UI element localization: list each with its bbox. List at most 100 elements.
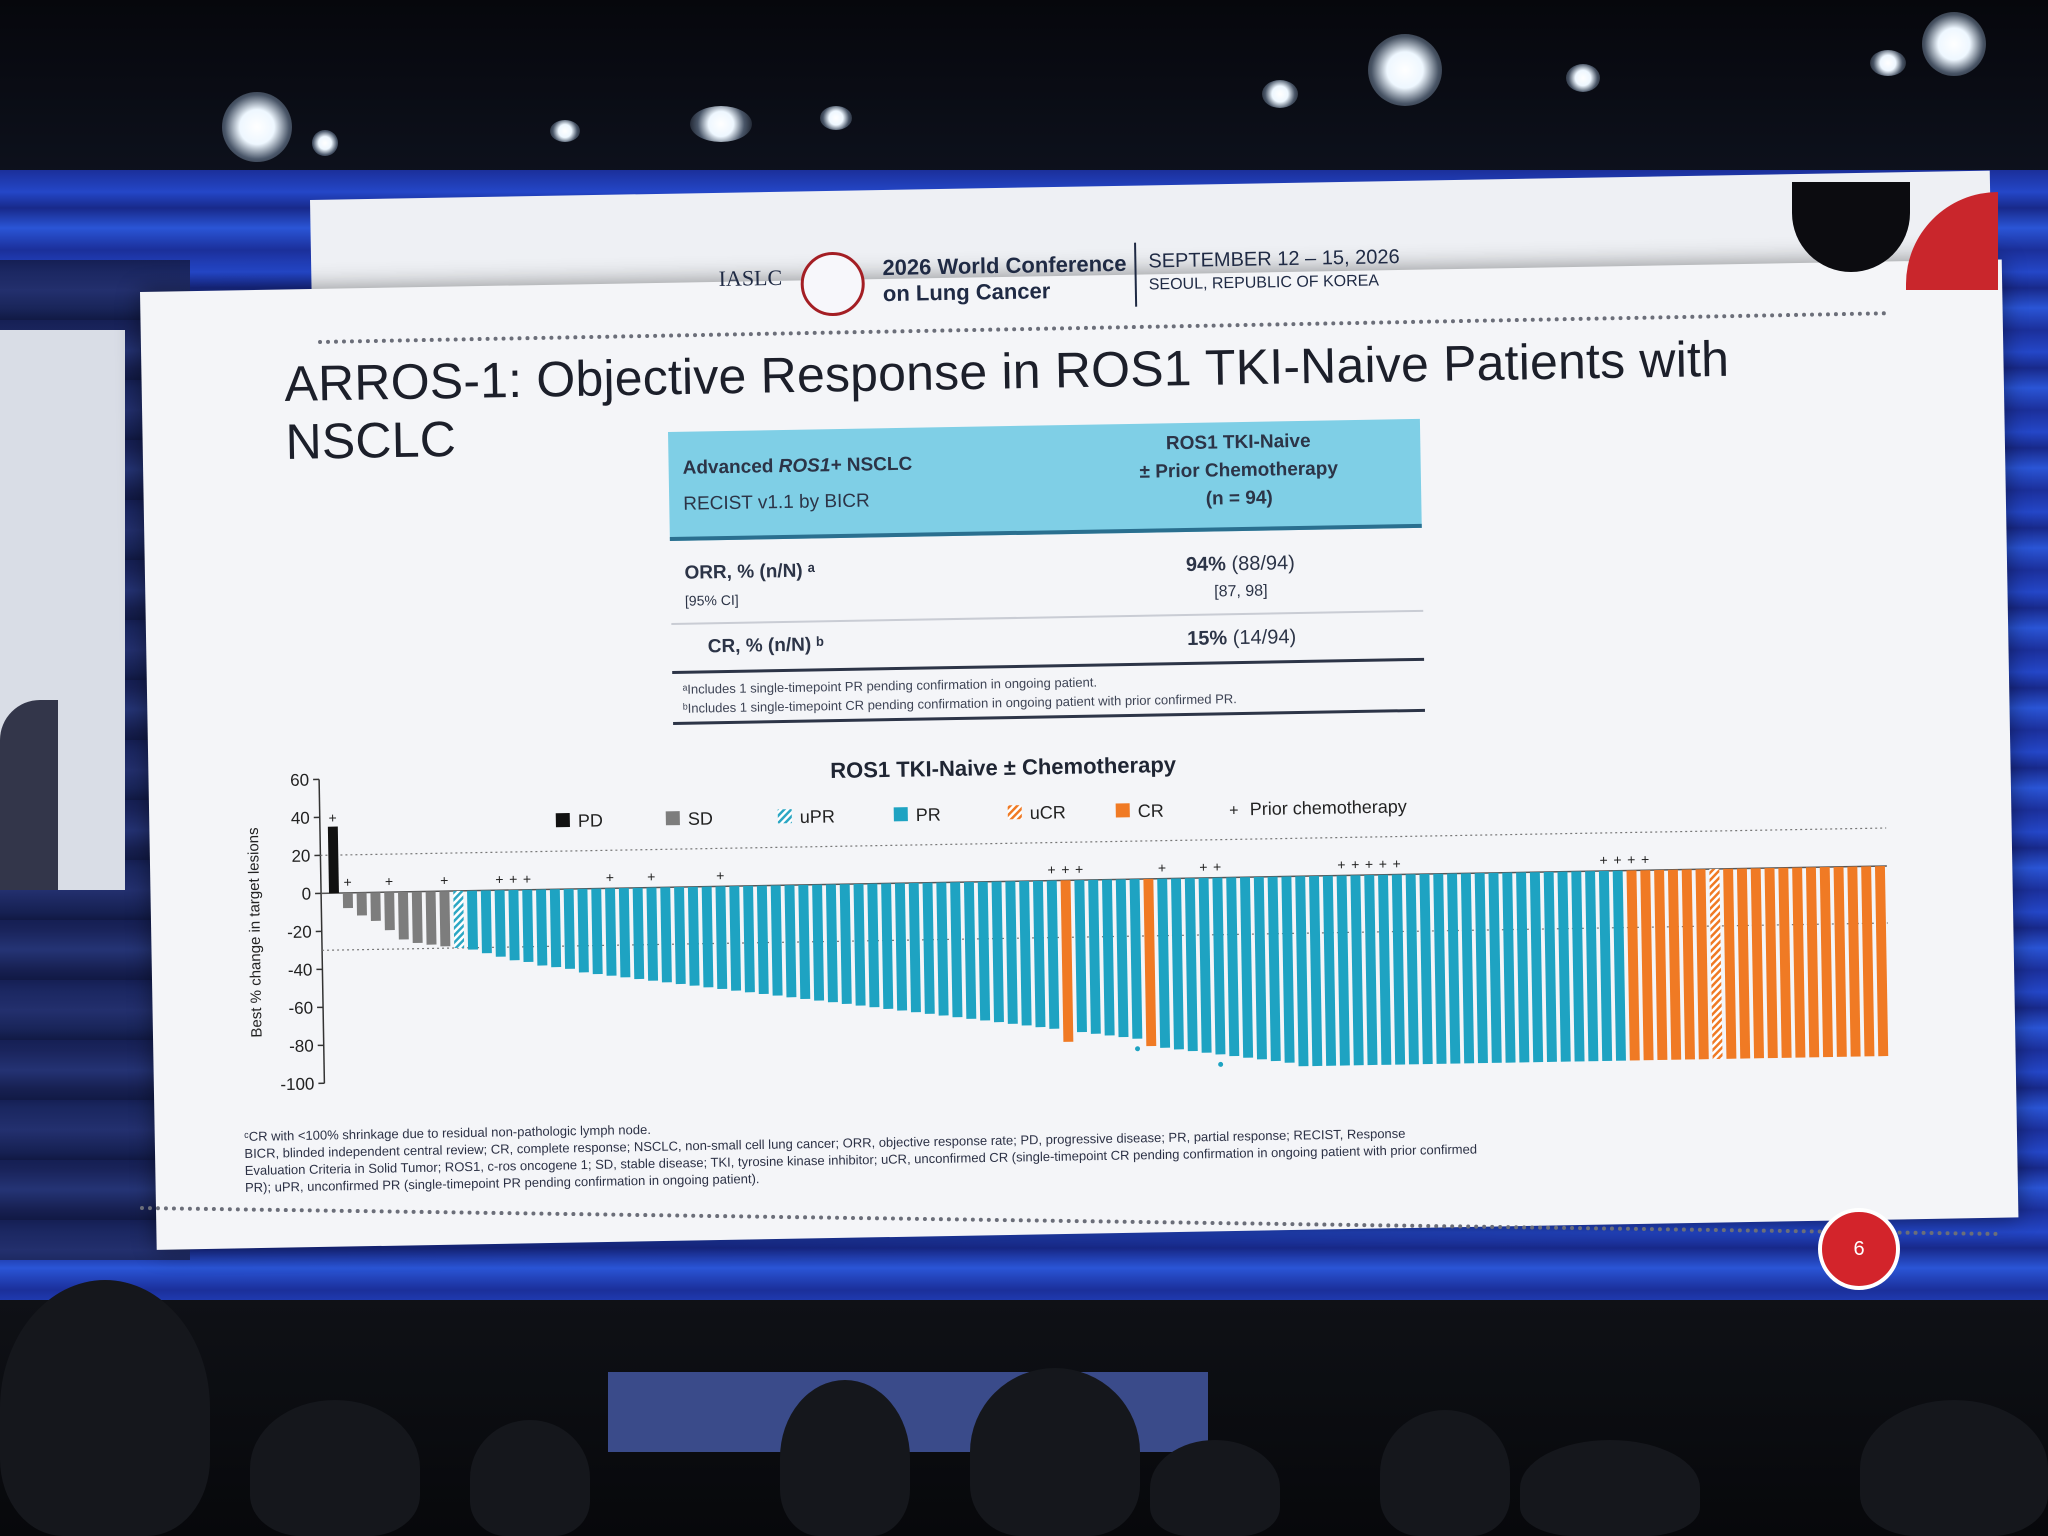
bar-cr bbox=[1695, 869, 1709, 1060]
cr-label: CR, % (n/N) ᵇ bbox=[707, 634, 825, 658]
bar-pr bbox=[1019, 880, 1032, 1026]
bar-pr bbox=[853, 883, 866, 1006]
bar-pr bbox=[881, 883, 894, 1009]
bar-pr bbox=[936, 882, 949, 1016]
bar-cr bbox=[1819, 867, 1834, 1058]
bar-pr bbox=[1281, 876, 1295, 1063]
bar-sd bbox=[370, 892, 381, 921]
y-tick-label: 40 bbox=[291, 809, 310, 828]
y-tick-label: 20 bbox=[291, 847, 310, 866]
bar-pr bbox=[1115, 879, 1129, 1038]
prior-chemo-marker: + bbox=[606, 869, 614, 885]
bar-pr bbox=[812, 884, 825, 1001]
bar-pr bbox=[1419, 873, 1433, 1065]
cr-percent: 15% bbox=[1187, 627, 1228, 650]
bar-pr bbox=[1447, 873, 1461, 1064]
stage-light bbox=[820, 106, 852, 130]
y-tick-label: -100 bbox=[280, 1074, 314, 1094]
legend-label: SD bbox=[688, 808, 713, 828]
bar-sd bbox=[425, 891, 437, 945]
bar-sd bbox=[398, 891, 409, 940]
table-header-left: Advanced ROS1+ NSCLC bbox=[682, 454, 912, 480]
prior-chemo-marker: + bbox=[1392, 855, 1400, 871]
stage-light bbox=[1262, 80, 1298, 108]
bar-pr bbox=[1198, 877, 1212, 1053]
bar-pr bbox=[894, 883, 908, 1011]
orr-count: (88/94) bbox=[1225, 552, 1296, 576]
prior-chemo-marker: + bbox=[1158, 860, 1166, 876]
waterfall-chart: 60 40 20 0 -20 -40 -60 -80 -100 Best % change in … bbox=[245, 771, 1889, 1094]
bar-pr bbox=[1253, 876, 1267, 1060]
bar-pr bbox=[1336, 875, 1350, 1066]
bar-pr bbox=[1005, 881, 1018, 1024]
bar-pr bbox=[1433, 873, 1447, 1064]
bar-cr bbox=[1792, 867, 1806, 1058]
bar-pr bbox=[1391, 874, 1406, 1065]
bar-pr bbox=[1612, 870, 1626, 1061]
prior-chemo-marker: + bbox=[509, 871, 517, 887]
legend-swatch bbox=[893, 807, 908, 822]
legend-label: uCR bbox=[1030, 802, 1066, 823]
bar-cr bbox=[1143, 878, 1157, 1047]
prior-chemo-marker: + bbox=[385, 873, 393, 889]
y-axis: 60 40 20 0 -20 -40 -60 -80 -100 Best % change in … bbox=[245, 771, 1887, 1094]
bar-cr bbox=[1626, 870, 1640, 1061]
bar-pr bbox=[591, 888, 603, 975]
bar-pr bbox=[632, 887, 645, 980]
orr-label: ORR, % (n/N) ᵃ bbox=[684, 560, 816, 584]
bar-pr bbox=[1212, 877, 1226, 1055]
legend-label: Prior chemotherapy bbox=[1250, 796, 1407, 819]
prior-chemo-marker: + bbox=[1061, 861, 1069, 877]
prior-chemo-marker: + bbox=[343, 874, 351, 890]
y-tick-label: -60 bbox=[288, 998, 313, 1017]
audience-head bbox=[1380, 1410, 1510, 1536]
conference-header: IASLC 2026 World Conference on Lung Canc… bbox=[716, 232, 1417, 324]
bar-pr bbox=[1474, 873, 1488, 1064]
bar-pr bbox=[1157, 878, 1171, 1048]
bar-pr bbox=[1295, 876, 1309, 1067]
bar-pr bbox=[674, 887, 686, 985]
bar-pr bbox=[646, 887, 659, 981]
results-table: Advanced ROS1+ NSCLC RECIST v1.1 by BICR… bbox=[668, 418, 1425, 725]
bar-pr bbox=[839, 884, 852, 1004]
legend-swatch bbox=[777, 809, 792, 824]
audience-head bbox=[0, 1280, 210, 1536]
bar-pr bbox=[1405, 874, 1419, 1065]
chart-legend: PD SD uPR PR uCR CR + Prior chemotherapy bbox=[555, 796, 1407, 831]
bar-pr bbox=[1378, 874, 1392, 1065]
prior-chemo-marker: + bbox=[716, 867, 724, 883]
stage-light bbox=[1922, 12, 1986, 76]
table-header-left-sub: RECIST v1.1 by BICR bbox=[683, 490, 870, 515]
bar-pr bbox=[618, 887, 631, 978]
bar-pr bbox=[660, 887, 672, 983]
stage-light bbox=[1566, 64, 1600, 92]
bar-pr bbox=[536, 889, 548, 966]
bar-pr bbox=[494, 890, 506, 957]
stage-light bbox=[690, 106, 752, 142]
header-label-part: NSCLC bbox=[841, 453, 913, 476]
bar-cr bbox=[1847, 866, 1861, 1057]
bar-pr bbox=[563, 888, 575, 969]
conference-dates: SEPTEMBER 12 – 15, 2026 bbox=[1148, 246, 1400, 273]
bar-upr bbox=[453, 890, 465, 949]
bar-pr bbox=[1460, 873, 1475, 1064]
bar-pr bbox=[1226, 877, 1240, 1057]
legend-label: uPR bbox=[800, 806, 835, 827]
bar-pr bbox=[1543, 871, 1557, 1062]
bar-cr bbox=[1681, 869, 1695, 1060]
bar-pr bbox=[756, 885, 769, 995]
audience-head bbox=[470, 1420, 590, 1536]
bar-pr bbox=[867, 883, 880, 1008]
bar-ucr bbox=[1709, 868, 1723, 1060]
bar-pr bbox=[1032, 880, 1046, 1028]
table-header: Advanced ROS1+ NSCLC RECIST v1.1 by BICR… bbox=[668, 418, 1422, 541]
reference-line bbox=[320, 827, 1887, 856]
audience-head bbox=[250, 1400, 420, 1536]
bar-pr bbox=[991, 881, 1004, 1023]
bar-pr bbox=[1309, 875, 1323, 1067]
bar-pr bbox=[1516, 872, 1530, 1063]
residual-node-marker bbox=[1218, 1061, 1224, 1067]
chemo-markers: + + + + + + + + + + + + + + + + + + + + + + + + + bbox=[328, 810, 1649, 1067]
bar-cr bbox=[1060, 880, 1074, 1042]
bar-cr bbox=[1667, 869, 1682, 1060]
